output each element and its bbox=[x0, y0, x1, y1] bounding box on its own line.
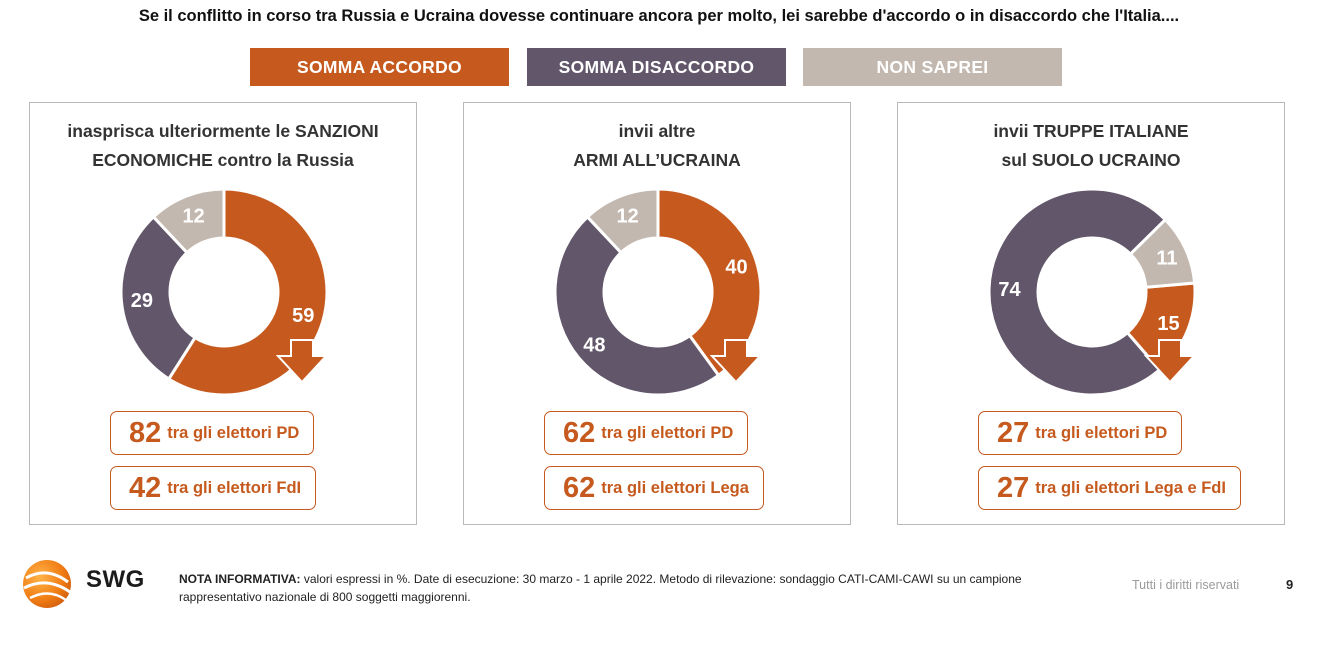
footnote: NOTA INFORMATIVA: valori espressi in %. … bbox=[179, 570, 1079, 606]
stat-label: tra gli elettori PD bbox=[601, 423, 734, 442]
stat-box-pd: 82 tra gli elettori PD bbox=[110, 411, 315, 455]
swg-logo-icon bbox=[23, 560, 71, 608]
panel-title-line: inasprisca ulteriormente le SANZIONI bbox=[67, 121, 379, 141]
slice-value-label: 29 bbox=[131, 290, 153, 312]
donut-slice bbox=[119, 214, 198, 382]
slice-value-label: 59 bbox=[292, 305, 314, 327]
stat-value: 27 bbox=[997, 416, 1030, 449]
donut-chart: 59 29 12 bbox=[119, 187, 329, 397]
stat-value: 27 bbox=[997, 471, 1030, 504]
slice-value-label: 48 bbox=[583, 335, 605, 357]
panel-truppe: invii TRUPPE ITALIANE sul SUOLO UCRAINO … bbox=[897, 102, 1285, 525]
donut-slice bbox=[585, 187, 660, 255]
brand-name: SWG bbox=[86, 566, 145, 593]
donut-slice bbox=[553, 214, 721, 397]
donut-chart: 40 48 12 bbox=[553, 187, 763, 397]
chart-title: Se il conflitto in corso tra Russia e Uc… bbox=[138, 7, 1180, 25]
page-number: 9 bbox=[1286, 577, 1294, 592]
panel-title-line: ARMI ALL’UCRAINA bbox=[573, 150, 741, 170]
stat-box-lega-fdi: 27 tra gli elettori Lega e FdI bbox=[978, 466, 1241, 510]
stat-value: 42 bbox=[129, 471, 162, 504]
panel-title: invii TRUPPE ITALIANE sul SUOLO UCRAINO bbox=[898, 117, 1284, 175]
donut-slice bbox=[987, 187, 1168, 397]
slice-value-label: 40 bbox=[725, 257, 747, 279]
panel-title-line: invii TRUPPE ITALIANE bbox=[993, 121, 1189, 141]
down-arrow-icon bbox=[709, 339, 763, 384]
slice-value-label: 74 bbox=[998, 279, 1021, 301]
rights-text: Tutti i diritti riservati bbox=[1132, 578, 1240, 592]
panel-title-line: invii altre bbox=[618, 121, 696, 141]
panel-title: inasprisca ulteriormente le SANZIONI ECO… bbox=[30, 117, 416, 175]
legend-somma-accordo: SOMMA ACCORDO bbox=[250, 48, 509, 86]
stat-label: tra gli elettori FdI bbox=[167, 478, 302, 497]
panel-title-line: ECONOMICHE contro la Russia bbox=[92, 150, 354, 170]
down-arrow-icon bbox=[1143, 339, 1197, 384]
legend-somma-disaccordo: SOMMA DISACCORDO bbox=[527, 48, 786, 86]
stat-value: 82 bbox=[129, 416, 162, 449]
slice-value-label: 12 bbox=[617, 205, 639, 227]
stat-value: 62 bbox=[563, 471, 596, 504]
panel-sanzioni: inasprisca ulteriormente le SANZIONI ECO… bbox=[29, 102, 417, 525]
stat-label: tra gli elettori PD bbox=[167, 423, 300, 442]
donut-slice bbox=[166, 187, 329, 397]
legend-non-saprei: NON SAPREI bbox=[803, 48, 1062, 86]
donut-chart: 15 74 11 bbox=[987, 187, 1197, 397]
stat-value: 62 bbox=[563, 416, 596, 449]
stat-box-pd: 27 tra gli elettori PD bbox=[978, 411, 1183, 455]
stat-box-fdi: 42 tra gli elettori FdI bbox=[110, 466, 317, 510]
stat-label: tra gli elettori Lega e FdI bbox=[1035, 478, 1226, 497]
down-arrow-icon bbox=[275, 339, 329, 384]
slice-value-label: 11 bbox=[1156, 247, 1177, 269]
stat-box-pd: 62 tra gli elettori PD bbox=[544, 411, 749, 455]
panel-title: invii altre ARMI ALL’UCRAINA bbox=[464, 117, 850, 175]
stat-box-lega: 62 tra gli elettori Lega bbox=[544, 466, 764, 510]
footnote-text: valori espressi in %. Date di esecuzione… bbox=[179, 572, 1022, 604]
slice-value-label: 15 bbox=[1157, 313, 1179, 335]
donut-slice bbox=[151, 187, 226, 255]
panel-armi: invii altre ARMI ALL’UCRAINA 40 48 12 62 t… bbox=[463, 102, 851, 525]
stat-label: tra gli elettori Lega bbox=[601, 478, 749, 497]
panel-title-line: sul SUOLO UCRAINO bbox=[1001, 150, 1181, 170]
slice-value-label: 12 bbox=[183, 205, 205, 227]
donut-slice bbox=[1128, 217, 1197, 289]
stat-label: tra gli elettori PD bbox=[1035, 423, 1168, 442]
footnote-label: NOTA INFORMATIVA: bbox=[179, 572, 301, 586]
